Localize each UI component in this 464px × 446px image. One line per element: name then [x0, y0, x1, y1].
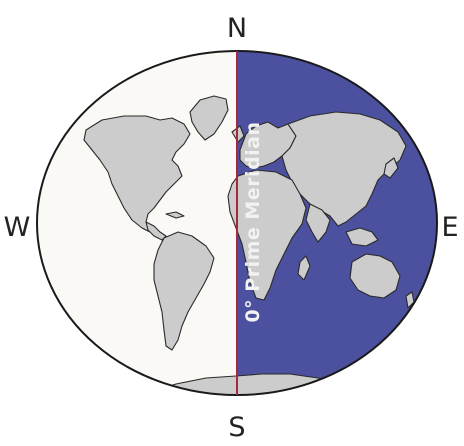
continents — [83, 95, 415, 395]
prime-meridian-label: 0° Prime Meridian — [242, 121, 264, 322]
japan-landmass — [383, 157, 399, 179]
compass-east-label: E — [441, 212, 458, 243]
africa-landmass — [227, 169, 307, 301]
india-landmass — [305, 203, 331, 243]
australia-landmass — [349, 253, 401, 299]
south-america-landmass — [153, 231, 215, 351]
caribbean-islands — [165, 211, 185, 219]
compass-north-label: N — [227, 13, 247, 44]
madagascar-landmass — [297, 255, 311, 281]
compass-south-label: S — [228, 412, 245, 443]
north-america-landmass — [83, 115, 191, 233]
western-hemisphere — [37, 51, 237, 395]
compass-west-label: W — [4, 212, 31, 243]
southeast-asia-islands — [345, 227, 379, 247]
asia-landmass — [281, 111, 407, 227]
greenland-landmass — [189, 95, 229, 141]
